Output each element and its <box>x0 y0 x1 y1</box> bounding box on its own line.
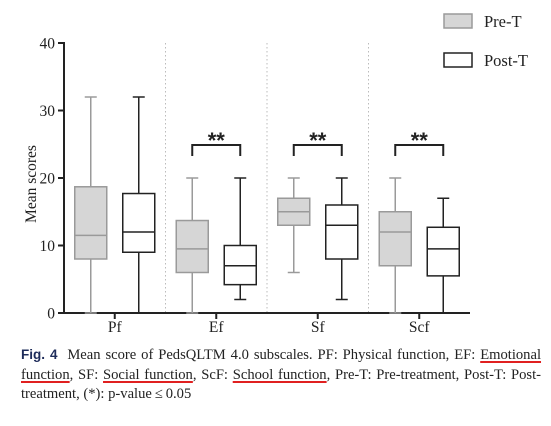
box <box>122 192 156 253</box>
x-tick-label: Scf <box>409 319 431 336</box>
caption-sf: Social function <box>103 366 193 383</box>
caption-text-3: , ScF: <box>192 366 233 383</box>
box <box>175 219 209 274</box>
caption-text-4: , Pre-T: Pre-treatment, Post-T: Post-tre… <box>21 366 542 403</box>
significance-label: ** <box>411 128 429 153</box>
box <box>426 226 460 277</box>
legend-swatch <box>443 52 473 68</box>
caption-text-2: , SF: <box>69 366 104 383</box>
x-tick-label: Pf <box>108 319 123 336</box>
significance-label: ** <box>208 128 226 153</box>
legend-swatch <box>443 13 473 29</box>
significance-bracket <box>292 144 343 156</box>
y-tick-label: 40 <box>40 36 56 53</box>
y-tick-label: 30 <box>40 103 56 120</box>
caption-text-1: Mean score of PedsQLTM 4.0 subscales. PF… <box>67 347 481 363</box>
significance-bracket <box>191 144 242 156</box>
box-plot-chart: 0 10 20 30 40 Mean scores Pf Ef Sf Scf ** ** ** Pre-T… <box>23 12 528 336</box>
significance-bracket <box>394 144 445 156</box>
box <box>74 186 108 260</box>
x-tick-label: Sf <box>311 319 326 336</box>
legend-label: Post-T <box>484 51 528 70</box>
legend-label: Pre-T <box>484 12 522 31</box>
y-tick-label: 20 <box>40 171 56 188</box>
figure-caption: Fig. 4 Mean score of PedsQLTM 4.0 subsca… <box>21 345 541 405</box>
y-axis-label: Mean scores <box>23 145 40 223</box>
significance-label: ** <box>309 128 327 153</box>
box <box>325 204 359 260</box>
caption-label: Fig. 4 <box>21 347 58 362</box>
caption-scf: School function <box>232 366 327 383</box>
y-tick-label: 0 <box>47 306 55 323</box>
y-tick-label: 10 <box>40 238 56 255</box>
caption-ef: Emotional function <box>21 347 542 383</box>
box <box>378 211 412 267</box>
x-tick-label: Ef <box>209 319 224 336</box>
